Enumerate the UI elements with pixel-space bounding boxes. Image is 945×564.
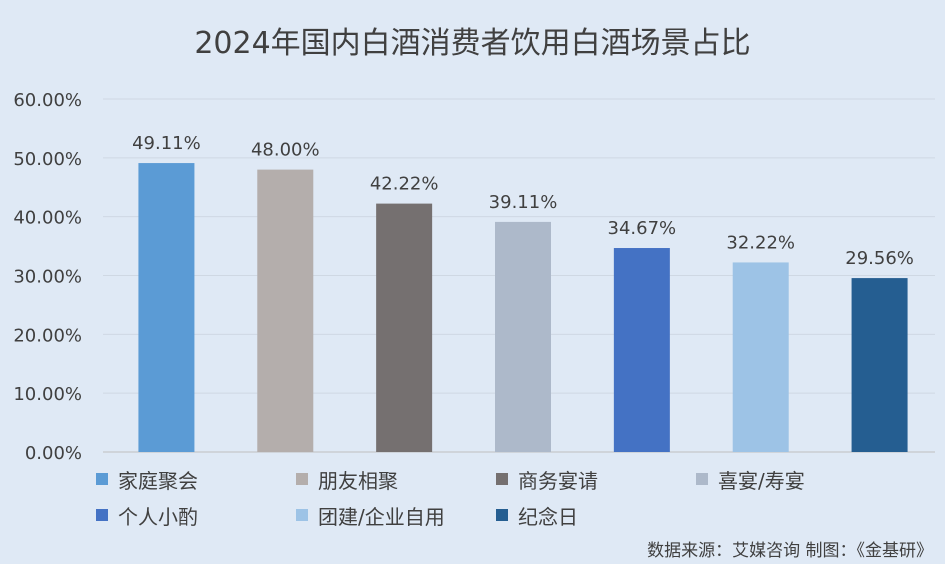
y-tick-label: 10.00% — [13, 384, 82, 405]
legend-item: 朋友相聚 — [296, 466, 496, 493]
legend-item: 团建/企业自用 — [296, 502, 496, 529]
data-label: 48.00% — [251, 140, 320, 161]
legend-swatch — [96, 509, 108, 521]
data-label: 39.11% — [489, 192, 558, 213]
bar — [138, 163, 195, 452]
data-label: 32.22% — [726, 232, 795, 253]
chart-legend: 家庭聚会 朋友相聚 商务宴请 喜宴/寿宴个人小酌 团建/企业自用 纪念日 — [96, 466, 896, 529]
legend-item: 喜宴/寿宴 — [696, 466, 896, 493]
data-label: 42.22% — [370, 174, 439, 195]
legend-swatch — [96, 473, 108, 485]
y-tick-label: 20.00% — [13, 325, 82, 346]
y-tick-label: 0.00% — [25, 443, 82, 464]
y-tick-label: 30.00% — [13, 267, 82, 288]
legend-label: 喜宴/寿宴 — [718, 468, 805, 493]
bar — [732, 262, 789, 452]
legend-label: 朋友相聚 — [318, 468, 398, 493]
y-tick-label: 60.00% — [13, 90, 82, 111]
bar — [257, 169, 314, 452]
legend-label: 家庭聚会 — [118, 468, 198, 493]
legend-label: 商务宴请 — [518, 468, 598, 493]
data-label: 49.11% — [132, 133, 201, 154]
legend-item: 个人小酌 — [96, 502, 296, 529]
legend-label: 个人小酌 — [118, 504, 198, 529]
data-label: 29.56% — [845, 248, 914, 269]
source-note: 数据来源：艾媒咨询 制图：《金基研》 — [647, 541, 933, 561]
legend-swatch — [496, 509, 508, 521]
bar — [851, 278, 908, 452]
data-label: 34.67% — [608, 218, 677, 239]
legend-item: 商务宴请 — [496, 466, 696, 493]
legend-item: 家庭聚会 — [96, 466, 296, 493]
legend-swatch — [296, 473, 308, 485]
legend-swatch — [496, 473, 508, 485]
y-tick-label: 50.00% — [13, 149, 82, 170]
bar — [613, 248, 670, 452]
bar — [495, 221, 551, 452]
legend-label: 团建/企业自用 — [318, 504, 445, 529]
legend-swatch — [696, 473, 708, 485]
legend-item: 纪念日 — [496, 502, 696, 529]
legend-swatch — [296, 509, 308, 521]
bar — [376, 203, 433, 452]
chart-title: 2024年国内白酒消费者饮用白酒场景占比 — [194, 26, 751, 61]
legend-label: 纪念日 — [518, 504, 578, 529]
y-tick-label: 40.00% — [13, 208, 82, 229]
